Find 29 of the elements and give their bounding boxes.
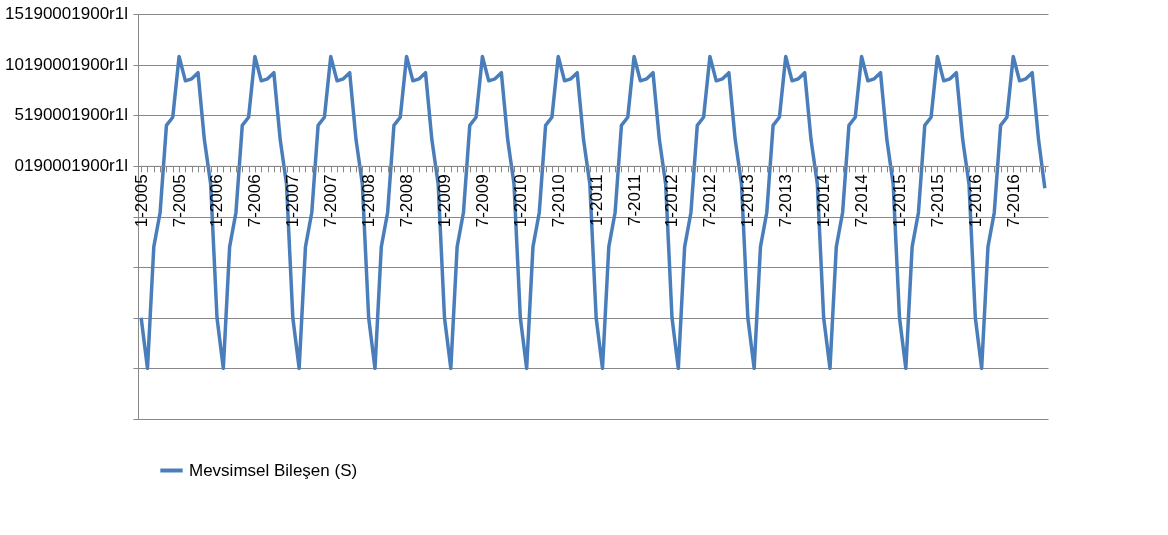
x-tick-label: 7-2011 <box>624 174 644 227</box>
text: 0190001900r1l <box>14 155 128 175</box>
x-tick-label: 7-2015 <box>927 174 947 228</box>
x-tick-label: 1-2006 <box>207 174 227 228</box>
text: 5190001900r1l <box>14 105 128 125</box>
x-tick-label: 1-2009 <box>434 174 454 228</box>
x-tick-label: 1-2014 <box>814 174 834 228</box>
x-tick-label: 1-2013 <box>738 174 758 228</box>
x-tick-label: 7-2016 <box>1003 174 1023 228</box>
text: 15190001900r1l <box>5 4 128 23</box>
x-tick-label: 1-2016 <box>965 174 985 228</box>
x-tick-label: 1-2011 <box>586 174 606 227</box>
x-tick-label: 7-2014 <box>852 174 872 228</box>
x-tick-label: 7-2008 <box>397 174 417 228</box>
x-tick-label: 7-2005 <box>169 174 189 228</box>
x-tick-label: 1-2012 <box>662 174 682 228</box>
x-tick-label: 7-2009 <box>472 174 492 228</box>
x-tick-label: 1-2015 <box>889 174 909 228</box>
x-tick-label: 7-2006 <box>245 174 265 228</box>
x-tick-label: 7-2007 <box>321 174 341 228</box>
x-tick-label: 7-2012 <box>700 174 720 228</box>
legend-label: Mevsimsel Bileşen (S) <box>189 460 358 480</box>
x-tick-label: 7-2013 <box>776 174 796 228</box>
x-tick-label: 1-2008 <box>359 174 379 228</box>
x-tick-label: 7-2010 <box>548 174 568 228</box>
x-tick-label: 1-2010 <box>510 174 530 228</box>
x-tick-label: 1-2005 <box>131 174 151 228</box>
text: 10190001900r1l <box>5 54 128 74</box>
x-tick-label: 1-2007 <box>283 174 303 228</box>
